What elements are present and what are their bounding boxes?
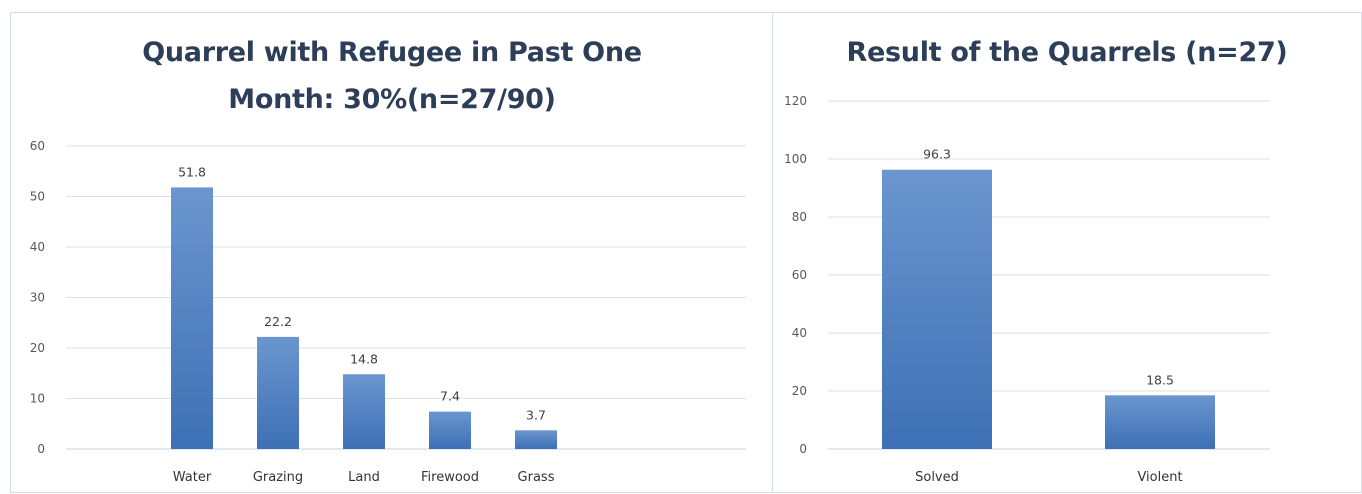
chart-title-line-2: Month: 30%(n=27/90) xyxy=(228,84,556,115)
x-category-label: Grass xyxy=(518,470,555,485)
x-category-label: Land xyxy=(348,470,380,485)
data-label: 14.8 xyxy=(350,351,378,366)
bar-firewood xyxy=(429,411,471,449)
x-category-label: Violent xyxy=(1137,470,1182,485)
y-tick-label: 120 xyxy=(784,94,807,108)
bar-grazing xyxy=(257,336,299,449)
y-tick-label: 20 xyxy=(792,384,807,398)
data-label: 96.3 xyxy=(923,147,951,162)
bar-chart-quarrel-causes: 0 10 20 30 40 50 60 51.8 Water 22.2 Grazing 14.8 Lan… xyxy=(30,139,746,485)
y-tick-label: 30 xyxy=(30,291,45,305)
chart-panel-quarrel-results: Result of the Quarrels (n=27) 0 20 40 60 80 1… xyxy=(772,12,1362,493)
bar-solved xyxy=(882,169,992,450)
data-label: 18.5 xyxy=(1146,372,1174,387)
bar-land xyxy=(343,374,385,449)
data-label: 3.7 xyxy=(526,407,546,422)
bar-grass xyxy=(515,430,557,449)
chart-title-line-1: Quarrel with Refugee in Past One xyxy=(142,37,642,68)
y-tick-label: 40 xyxy=(30,240,45,254)
y-tick-label: 0 xyxy=(799,442,807,456)
bar-water xyxy=(171,187,213,449)
x-category-label: Firewood xyxy=(421,470,479,485)
x-category-label: Solved xyxy=(915,470,959,485)
x-category-label: Grazing xyxy=(253,470,303,485)
data-label: 51.8 xyxy=(178,164,206,179)
y-tick-label: 50 xyxy=(30,190,45,204)
y-tick-label: 0 xyxy=(37,442,45,456)
y-tick-label: 100 xyxy=(784,152,807,166)
bar-chart-quarrel-results: 0 20 40 60 80 100 120 96.3 Solved 18.5 Violent xyxy=(784,94,1270,485)
y-tick-label: 60 xyxy=(30,139,45,153)
y-tick-label: 20 xyxy=(30,341,45,355)
y-tick-label: 10 xyxy=(30,392,45,406)
bar-violent xyxy=(1105,395,1215,449)
data-label: 22.2 xyxy=(264,314,292,329)
chart-panel-quarrel-causes: Quarrel with Refugee in Past One Month: … xyxy=(10,12,774,493)
y-tick-label: 80 xyxy=(792,210,807,224)
chart-title: Result of the Quarrels (n=27) xyxy=(846,37,1288,68)
y-tick-label: 40 xyxy=(792,326,807,340)
data-label: 7.4 xyxy=(440,389,460,404)
y-tick-label: 60 xyxy=(792,268,807,282)
x-category-label: Water xyxy=(173,470,212,485)
